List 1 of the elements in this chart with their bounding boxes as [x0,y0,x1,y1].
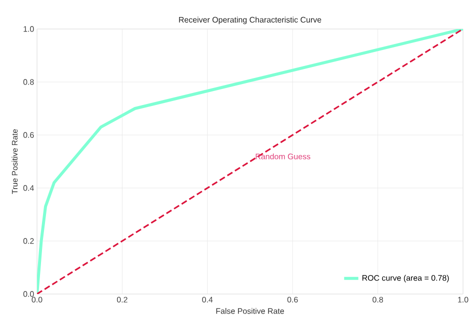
line-series [37,28,464,294]
